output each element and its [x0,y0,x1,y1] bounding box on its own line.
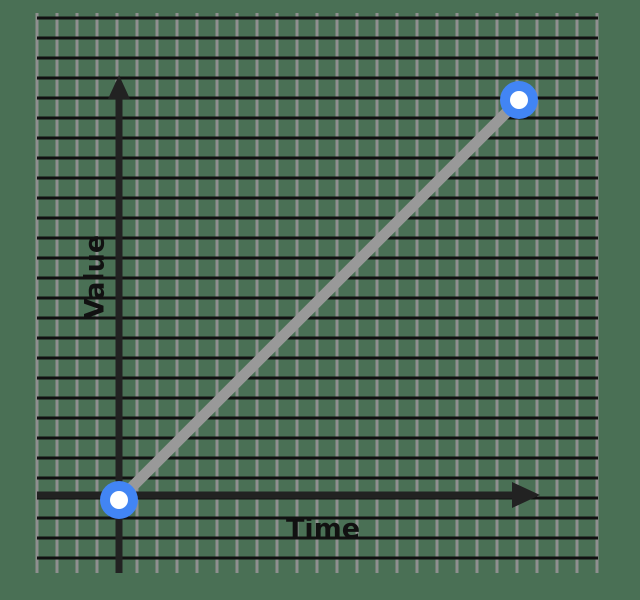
y-axis-label: Value [80,235,111,319]
data-point-markers [100,81,538,519]
x-axis-right-arrow-icon [512,482,540,508]
data-series-group [115,96,523,504]
y-axis-up-arrow-icon [108,75,130,99]
data-point-marker-inner [110,491,128,509]
trend-line-segment [115,96,523,504]
data-point-marker-inner [510,91,528,109]
grid-minor-vertical-lines [35,13,599,573]
x-axis-label: Time [286,514,360,545]
